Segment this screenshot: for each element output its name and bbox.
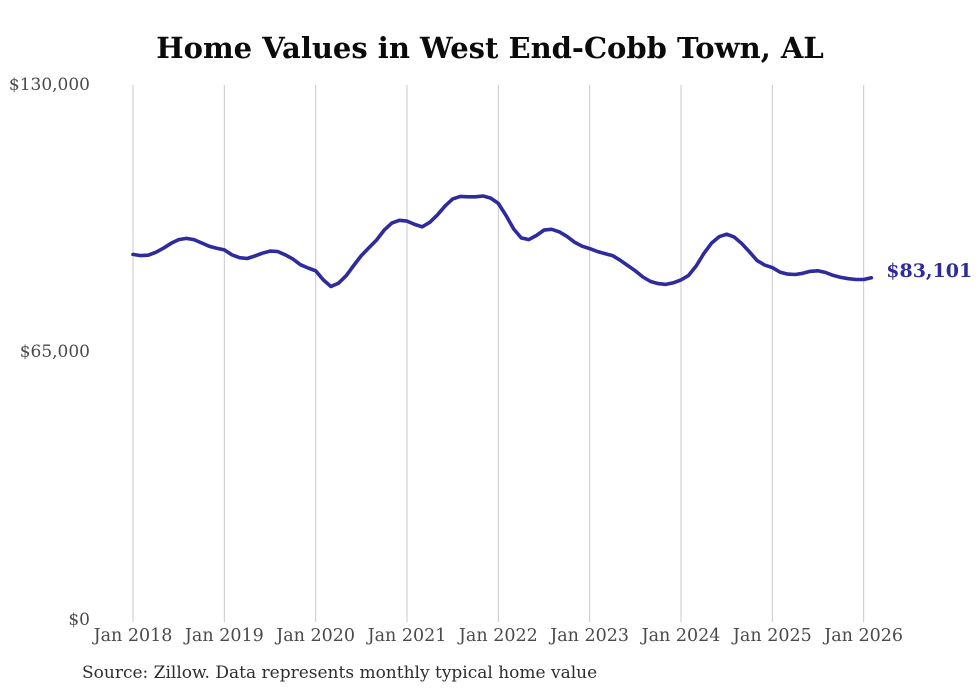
x-tick-label: Jan 2022 — [458, 626, 538, 646]
home-value-line — [131, 194, 874, 289]
x-tick-label: Jan 2020 — [276, 626, 356, 646]
latest-value-label: $83,101 — [886, 259, 973, 282]
y-tick-label: $130,000 — [8, 75, 90, 95]
x-tick-label: Jan 2024 — [641, 626, 721, 646]
y-tick-label: $65,000 — [19, 342, 90, 363]
gridlines — [132, 85, 865, 622]
x-tick-label: Jan 2023 — [550, 626, 630, 646]
source-note: Source: Zillow. Data represents monthly … — [82, 663, 598, 683]
x-tick-label: Jan 2026 — [824, 626, 904, 646]
chart-title: Home Values in West End-Cobb Town, AL — [156, 31, 824, 65]
x-tick-label: Jan 2025 — [732, 626, 812, 646]
x-tick-label: Jan 2018 — [93, 626, 173, 646]
x-tick-label: Jan 2021 — [367, 626, 447, 646]
x-tick-label: Jan 2019 — [184, 626, 264, 646]
y-tick-label: $0 — [68, 609, 90, 630]
